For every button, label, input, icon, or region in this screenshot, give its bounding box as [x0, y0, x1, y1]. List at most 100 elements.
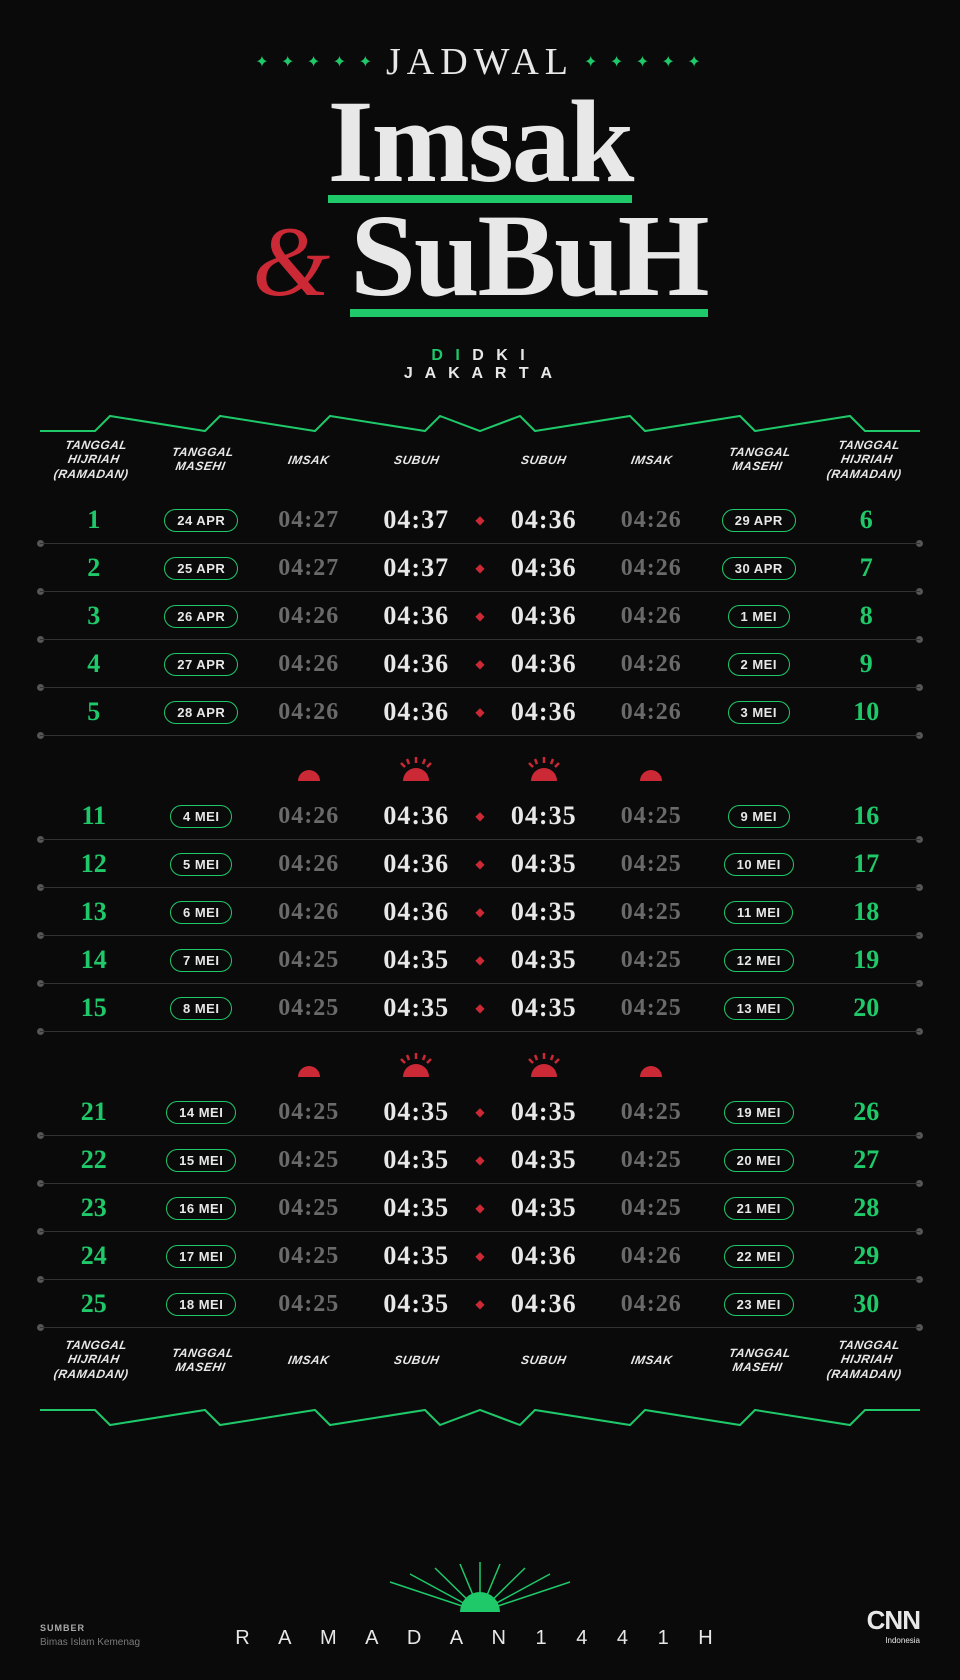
imsak-time: 04:25	[255, 1195, 363, 1222]
table-row: 12 5 MEI 04:26 04:36 ◆ 04:35 04:25 10 ME…	[40, 840, 920, 888]
subuh-time: 04:36	[363, 649, 471, 679]
subuh-time: 04:36	[363, 897, 471, 927]
masehi-date: 26 APR	[148, 605, 256, 628]
table-row: 23 16 MEI 04:25 04:35 ◆ 04:35 04:25 21 M…	[40, 1184, 920, 1232]
subuh-time: 04:36	[490, 505, 598, 535]
hijri-day: 6	[813, 505, 921, 535]
diamond-icon: ◆	[470, 905, 490, 919]
sparkle-left-icon: ✦ ✦ ✦ ✦ ✦	[255, 52, 376, 72]
source: SUMBER Bimas Islam Kemenag	[40, 1622, 140, 1650]
diamond-icon: ◆	[470, 561, 490, 575]
subuh-time: 04:36	[490, 697, 598, 727]
subuh-time: 04:35	[490, 993, 598, 1023]
hijri-day: 3	[40, 601, 148, 631]
table-row: 2 25 APR 04:27 04:37 ◆ 04:36 04:26 30 AP…	[40, 544, 920, 592]
imsak-time: 04:27	[255, 555, 363, 582]
diamond-icon: ◆	[470, 705, 490, 719]
sun-small-icon	[598, 1059, 706, 1082]
hijri-day: 22	[40, 1145, 148, 1175]
imsak-time: 04:26	[255, 851, 363, 878]
imsak-time: 04:25	[598, 899, 706, 926]
col-subuh-l: SUBUH	[361, 453, 471, 467]
schedule-table: 1 24 APR 04:27 04:37 ◆ 04:36 04:26 29 AP…	[40, 496, 920, 1328]
subuh-time: 04:35	[490, 897, 598, 927]
imsak-time: 04:26	[598, 1243, 706, 1270]
masehi-date: 5 MEI	[148, 853, 256, 876]
column-headers-bottom: TANGGAL HIJRIAH (RAMADAN) TANGGAL MASEHI…	[40, 1338, 920, 1381]
hijri-day: 17	[813, 849, 921, 879]
table-row: 13 6 MEI 04:26 04:36 ◆ 04:35 04:25 11 ME…	[40, 888, 920, 936]
imsak-time: 04:25	[255, 947, 363, 974]
imsak-time: 04:26	[255, 803, 363, 830]
diamond-icon: ◆	[470, 1297, 490, 1311]
diamond-icon: ◆	[470, 1153, 490, 1167]
zigzag-bottom	[40, 1397, 920, 1437]
masehi-date: 28 APR	[148, 701, 256, 724]
hijri-day: 27	[813, 1145, 921, 1175]
masehi-date: 24 APR	[148, 509, 256, 532]
title-subuh: SuBuH	[350, 203, 707, 309]
imsak-time: 04:26	[598, 1291, 706, 1318]
subuh-time: 04:36	[363, 849, 471, 879]
subuh-time: 04:36	[363, 801, 471, 831]
imsak-time: 04:26	[255, 699, 363, 726]
imsak-time: 04:25	[255, 1099, 363, 1126]
subuh-time: 04:36	[490, 649, 598, 679]
table-row: 5 28 APR 04:26 04:36 ◆ 04:36 04:26 3 MEI…	[40, 688, 920, 736]
imsak-time: 04:25	[255, 1243, 363, 1270]
logo: CNN Indonesia	[867, 1605, 920, 1645]
hijri-day: 12	[40, 849, 148, 879]
masehi-date: 18 MEI	[148, 1293, 256, 1316]
table-row: 14 7 MEI 04:25 04:35 ◆ 04:35 04:25 12 ME…	[40, 936, 920, 984]
imsak-time: 04:26	[255, 651, 363, 678]
hijri-day: 16	[813, 801, 921, 831]
masehi-date: 21 MEI	[705, 1197, 813, 1220]
hijri-day: 11	[40, 801, 148, 831]
subuh-time: 04:36	[363, 697, 471, 727]
masehi-date: 1 MEI	[705, 605, 813, 628]
table-row: 4 27 APR 04:26 04:36 ◆ 04:36 04:26 2 MEI…	[40, 640, 920, 688]
imsak-time: 04:26	[598, 651, 706, 678]
imsak-time: 04:26	[255, 603, 363, 630]
masehi-date: 20 MEI	[705, 1149, 813, 1172]
hijri-day: 23	[40, 1193, 148, 1223]
subuh-time: 04:35	[363, 1097, 471, 1127]
imsak-time: 04:25	[598, 995, 706, 1022]
diamond-icon: ◆	[470, 657, 490, 671]
subuh-time: 04:35	[363, 1241, 471, 1271]
imsak-time: 04:27	[255, 507, 363, 534]
sun-rays-icon	[40, 1562, 920, 1617]
imsak-time: 04:25	[598, 851, 706, 878]
imsak-time: 04:26	[598, 555, 706, 582]
subuh-time: 04:35	[363, 993, 471, 1023]
imsak-time: 04:25	[255, 1147, 363, 1174]
table-row: 15 8 MEI 04:25 04:35 ◆ 04:35 04:25 13 ME…	[40, 984, 920, 1032]
sun-big-icon	[490, 757, 598, 786]
sun-small-icon	[255, 1059, 363, 1082]
sun-big-icon	[363, 1053, 471, 1082]
hijri-day: 19	[813, 945, 921, 975]
masehi-date: 30 APR	[705, 557, 813, 580]
column-headers-top: TANGGAL HIJRIAH (RAMADAN) TANGGAL MASEHI…	[40, 438, 920, 481]
sparkle-right-icon: ✦ ✦ ✦ ✦ ✦	[584, 52, 705, 72]
masehi-date: 25 APR	[148, 557, 256, 580]
diamond-icon: ◆	[470, 513, 490, 527]
subuh-time: 04:35	[490, 1145, 598, 1175]
imsak-time: 04:25	[598, 1099, 706, 1126]
masehi-date: 11 MEI	[705, 901, 813, 924]
subuh-time: 04:37	[363, 505, 471, 535]
subuh-time: 04:35	[490, 849, 598, 879]
ramadan-year: R A M A D A N 1 4 4 1 H	[40, 1627, 920, 1650]
imsak-time: 04:26	[598, 603, 706, 630]
hijri-day: 18	[813, 897, 921, 927]
diamond-icon: ◆	[470, 1201, 490, 1215]
masehi-date: 12 MEI	[705, 949, 813, 972]
diamond-icon: ◆	[470, 609, 490, 623]
header: ✦ ✦ ✦ ✦ ✦ JADWAL ✦ ✦ ✦ ✦ ✦ Imsak & SuBuH…	[40, 40, 920, 383]
subuh-time: 04:35	[363, 1193, 471, 1223]
hijri-day: 1	[40, 505, 148, 535]
subuh-time: 04:36	[490, 601, 598, 631]
sun-divider	[40, 746, 920, 792]
subuh-time: 04:36	[490, 1241, 598, 1271]
masehi-date: 9 MEI	[705, 805, 813, 828]
